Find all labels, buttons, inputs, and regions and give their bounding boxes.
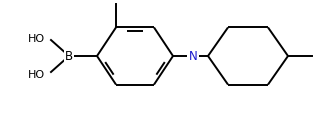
- Text: HO: HO: [28, 34, 45, 44]
- Text: N: N: [188, 50, 197, 63]
- Text: B: B: [65, 50, 73, 63]
- Text: HO: HO: [28, 69, 45, 79]
